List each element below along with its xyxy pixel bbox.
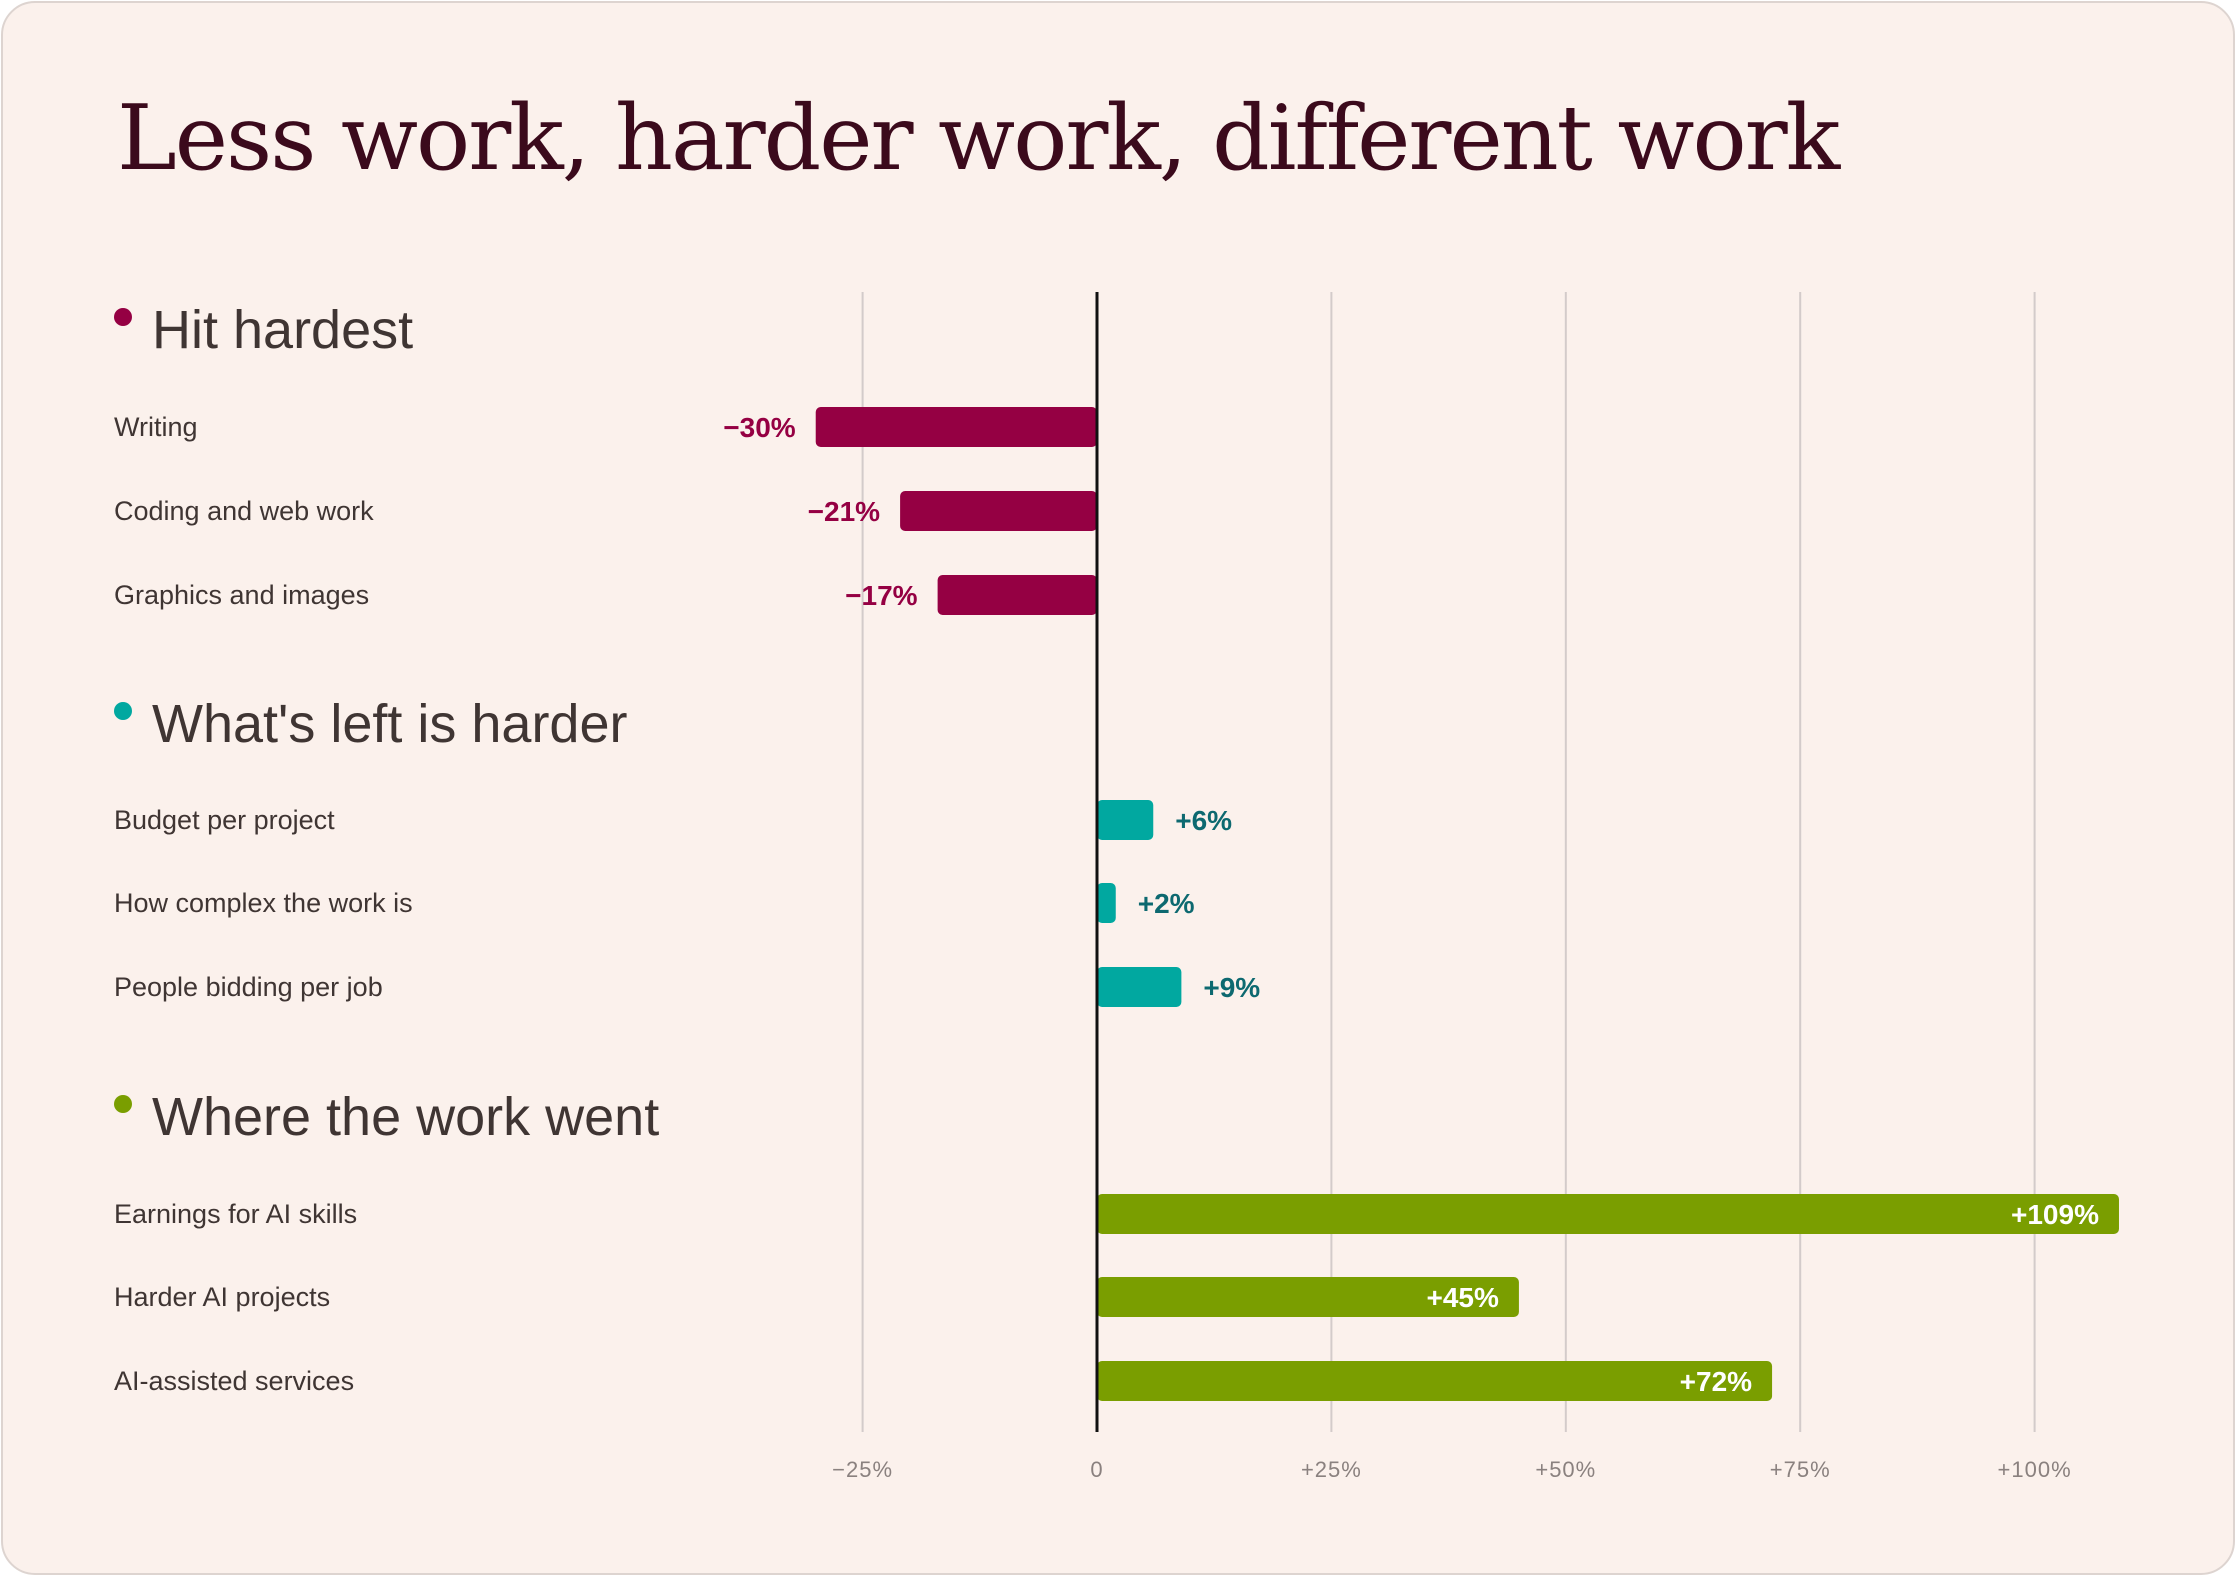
- category-label: How complex the work is: [114, 888, 413, 918]
- bar: [815, 407, 1097, 447]
- group-bullet-dot: [114, 702, 132, 720]
- bar-value-label: +109%: [2011, 1199, 2099, 1230]
- category-label: AI-assisted services: [114, 1366, 354, 1396]
- x-tick-label: +75%: [1770, 1457, 1831, 1482]
- group-bullet-dot: [114, 1095, 132, 1113]
- bar-value-label: +72%: [1680, 1366, 1752, 1397]
- bar-value-label: +2%: [1138, 888, 1195, 919]
- bar-value-label: −30%: [723, 412, 795, 443]
- x-tick-label: +100%: [1998, 1457, 2072, 1482]
- bar-value-label: +9%: [1203, 972, 1260, 1003]
- group-heading: Where the work went: [152, 1087, 659, 1147]
- group-heading: What's left is harder: [152, 694, 627, 754]
- category-label: People bidding per job: [114, 972, 383, 1002]
- category-label: Coding and web work: [114, 496, 374, 526]
- bar: [1097, 1277, 1519, 1317]
- gridlines: [861, 292, 2036, 1432]
- group-bullet-dot: [114, 308, 132, 326]
- x-axis-ticks: −25% 0 +25% +50% +75% +100%: [832, 1457, 2072, 1482]
- group-heading: Hit hardest: [152, 300, 413, 360]
- chart-groups: Hit hardest Writing −30% Coding and web wor…: [114, 300, 2119, 1401]
- bar: [1097, 883, 1116, 923]
- bar: [1097, 1361, 1773, 1401]
- bar-value-label: +6%: [1175, 805, 1232, 836]
- category-label: Harder AI projects: [114, 1282, 330, 1312]
- group-pos: Where the work went Earnings for AI skill…: [114, 1087, 2119, 1401]
- bar: [1097, 800, 1154, 840]
- group-neg: Hit hardest Writing −30% Coding and web wor…: [114, 300, 1097, 615]
- bar: [937, 575, 1097, 615]
- category-label: Budget per project: [114, 805, 335, 835]
- category-label: Earnings for AI skills: [114, 1199, 357, 1229]
- x-tick-label: −25%: [832, 1457, 893, 1482]
- bar: [900, 491, 1097, 531]
- chart-title: Less work, harder work, different work: [117, 86, 1840, 191]
- x-tick-label: +25%: [1301, 1457, 1362, 1482]
- bar: [1097, 1194, 2119, 1234]
- x-tick-label: +50%: [1535, 1457, 1596, 1482]
- bar: [1097, 967, 1182, 1007]
- x-tick-label: 0: [1090, 1457, 1103, 1482]
- category-label: Writing: [114, 412, 198, 442]
- bar-value-label: −17%: [845, 580, 917, 611]
- group-mid: What's left is harder Budget per project +…: [114, 694, 1260, 1007]
- bar-value-label: −21%: [808, 496, 880, 527]
- bar-value-label: +45%: [1427, 1282, 1499, 1313]
- category-label: Graphics and images: [114, 580, 369, 610]
